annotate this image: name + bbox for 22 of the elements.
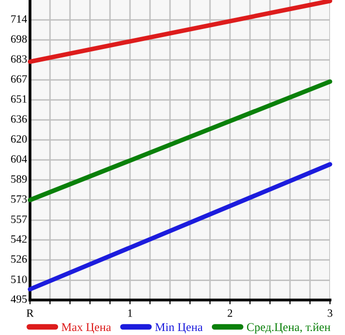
x-tick-label: R [26,309,34,317]
y-tick-label: 683 [11,55,27,63]
y-tick-label: 542 [11,235,27,243]
x-tick-label: 3 [328,309,332,317]
y-tick-label: 714 [11,15,28,23]
legend-label: Min Цена [155,323,203,334]
y-tick-label: 604 [11,155,28,163]
y-tick-label: 557 [11,216,27,223]
y-tick-label: 573 [11,195,27,203]
y-tick-label: 589 [11,175,27,183]
legend-label: Max Цена [62,323,111,334]
y-tick-label: 510 [11,276,27,284]
y-tick-label: 636 [11,115,27,123]
legend-label: Сред.Цена, т.йен [246,322,330,334]
y-tick-label: 698 [11,35,27,43]
y-tick-label: 651 [11,95,27,103]
x-tick-label: 1 [128,309,132,317]
y-tick-label: 667 [11,75,27,83]
x-tick-label: 2 [228,309,232,317]
y-tick-label: 526 [11,255,27,263]
y-tick-label: 495 [10,295,27,303]
y-tick-label: 620 [11,135,27,143]
